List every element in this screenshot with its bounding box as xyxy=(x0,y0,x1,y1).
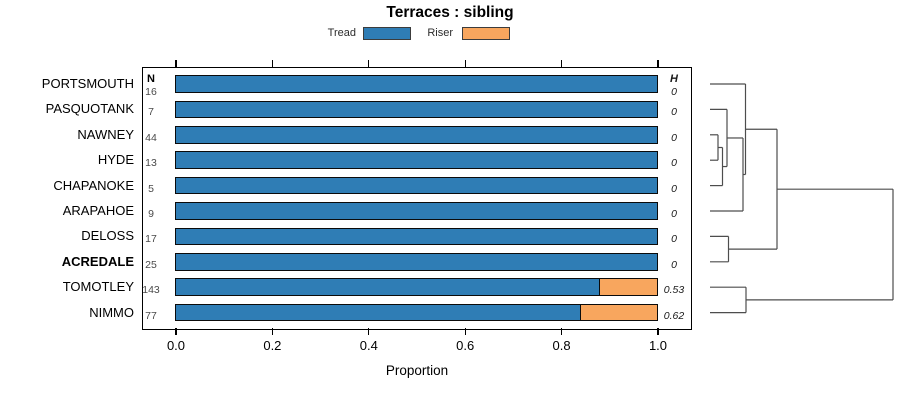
top-axis-tick xyxy=(271,60,273,67)
h-value: 0 xyxy=(671,131,677,144)
bar-tread-segment xyxy=(175,303,658,322)
bar-tread-segment xyxy=(175,151,658,169)
bar-tread-segment xyxy=(175,227,658,246)
x-axis-tick xyxy=(561,328,563,335)
legend-swatch-riser xyxy=(462,27,510,40)
x-axis-tick xyxy=(271,328,273,335)
row-label: PORTSMOUTH xyxy=(41,76,134,91)
x-axis-tick xyxy=(657,328,659,335)
x-axis-tick-label: 0.0 xyxy=(166,338,186,353)
bar-tread-segment xyxy=(175,100,658,119)
n-value: 9 xyxy=(148,208,154,220)
h-value: 0 xyxy=(671,208,677,220)
top-axis-tick xyxy=(657,60,659,67)
x-axis-tick-label: 0.8 xyxy=(552,338,571,353)
n-value: 7 xyxy=(148,106,154,119)
legend-label-riser: Riser xyxy=(427,27,453,39)
bar-riser-segment xyxy=(580,304,657,321)
x-axis-tick-label: 0.2 xyxy=(263,338,282,353)
h-value: 0 xyxy=(671,258,677,271)
n-value: 143 xyxy=(142,284,160,297)
row-label: CHAPANOKE xyxy=(53,177,134,193)
top-axis-tick xyxy=(561,60,563,67)
x-axis-tick-label: 1.0 xyxy=(648,338,668,353)
row-label: TOMOTLEY xyxy=(62,279,134,295)
plot-frame xyxy=(142,67,692,330)
h-column-header: H xyxy=(670,73,678,85)
x-axis-tick xyxy=(368,328,370,335)
row-label: DELOSS xyxy=(81,228,134,244)
n-value: 44 xyxy=(145,131,157,144)
row-label: ACREDALE xyxy=(61,253,134,269)
x-axis-title: Proportion xyxy=(385,363,449,378)
row-label: NIMMO xyxy=(89,304,134,320)
h-value: 0 xyxy=(671,182,677,195)
bar-tread-segment xyxy=(175,278,658,296)
n-value: 17 xyxy=(145,233,157,246)
h-value: 0 xyxy=(671,106,677,119)
x-axis-tick xyxy=(175,328,177,335)
x-axis-tick-label: 0.4 xyxy=(359,338,378,353)
row-label: HYDE xyxy=(97,152,134,168)
n-value: 16 xyxy=(145,86,157,98)
top-axis-tick xyxy=(464,60,466,67)
bar-tread-segment xyxy=(175,253,658,271)
top-axis-tick xyxy=(368,60,370,67)
bar-tread-segment xyxy=(175,75,658,93)
bar-tread-segment xyxy=(175,126,658,144)
legend-label-tread: Tread xyxy=(327,27,356,39)
n-value: 13 xyxy=(145,157,157,170)
n-column-header: N xyxy=(147,73,155,85)
h-value: 0.53 xyxy=(663,284,685,297)
h-value: 0 xyxy=(671,157,677,170)
chart-title: Terraces : sibling xyxy=(386,4,514,21)
x-axis-tick xyxy=(464,328,466,335)
bar-tread-segment xyxy=(175,202,658,220)
row-label: ARAPAHOE xyxy=(62,203,134,218)
n-value: 5 xyxy=(148,182,154,195)
h-value: 0 xyxy=(671,233,677,246)
top-axis-tick xyxy=(175,60,177,67)
h-value: 0.62 xyxy=(663,309,685,322)
x-axis-tick-label: 0.6 xyxy=(456,338,475,353)
bar-tread-segment xyxy=(175,176,658,195)
legend-swatch-tread xyxy=(363,27,411,40)
row-label: NAWNEY xyxy=(77,126,134,142)
bar-riser-segment xyxy=(599,279,657,295)
n-value: 25 xyxy=(145,258,157,271)
row-label: PASQUOTANK xyxy=(45,101,134,117)
n-value: 77 xyxy=(145,309,157,322)
h-value: 0 xyxy=(671,86,677,98)
